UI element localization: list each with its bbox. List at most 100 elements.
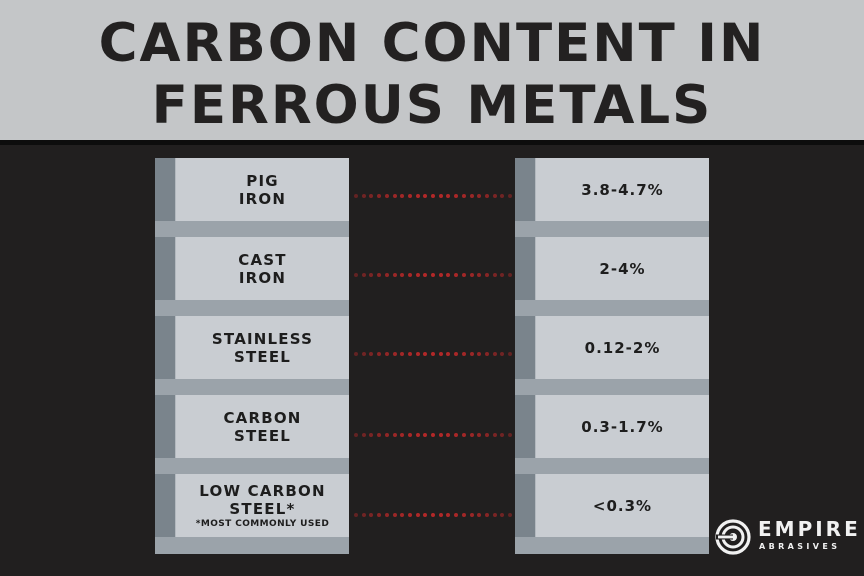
connector-dot [354, 352, 358, 356]
block-side [515, 474, 535, 554]
block-face: 0.3-1.7% [535, 395, 709, 458]
connector-dot [407, 513, 412, 517]
connector-dot [392, 194, 397, 198]
connector-dot [392, 433, 397, 437]
connector-dot [354, 194, 358, 198]
value-block-carbon-steel: 0.3-1.7% [515, 395, 709, 475]
connector-dot [484, 513, 489, 517]
carbon-value: <0.3% [592, 496, 653, 515]
connector-dot [446, 433, 451, 437]
connector-dot [407, 352, 412, 356]
logo-subtitle: ABRASIVES [759, 542, 841, 551]
footnote-most-common: *MOST COMMONLY USED [195, 518, 330, 529]
connector-dot [384, 433, 389, 437]
connector-dot [415, 513, 420, 517]
connector-dot [492, 433, 497, 437]
connector-dot [469, 513, 474, 517]
connector-dot [423, 513, 428, 517]
connector-dot [477, 273, 482, 277]
block-base [515, 458, 709, 475]
connector-dot [508, 273, 512, 277]
connector-dot [446, 194, 451, 198]
connector-dot [438, 194, 443, 198]
connector-dot [508, 194, 512, 198]
connector-dot [492, 352, 497, 356]
connector-dot [438, 433, 443, 437]
block-base [155, 221, 349, 238]
connector-dot [454, 273, 459, 277]
connector-dot [400, 194, 405, 198]
connector-dot [377, 433, 382, 437]
connector-dot [484, 194, 489, 198]
connector-dot [369, 194, 374, 198]
connector-dot [415, 273, 420, 277]
connector-dot [446, 352, 451, 356]
carbon-value: 2-4% [599, 259, 646, 278]
connector-dot [384, 273, 389, 277]
block-base [515, 300, 709, 317]
connector-dot [423, 352, 428, 356]
connector-dot [461, 352, 466, 356]
connector-dot [377, 513, 382, 517]
connector-dot [407, 433, 412, 437]
connector-dot [431, 194, 435, 198]
value-block-cast-iron: 2-4% [515, 237, 709, 317]
connector-dot [477, 194, 482, 198]
connector-dot [461, 513, 466, 517]
connector-dot [438, 352, 443, 356]
page-title-line-2: FERROUS METALS [151, 75, 713, 136]
carbon-value: 0.3-1.7% [581, 417, 664, 436]
connector-dot [484, 273, 489, 277]
block-side [515, 316, 535, 396]
connector-dot [407, 194, 412, 198]
connector-dot [500, 433, 505, 437]
connector-dot [377, 352, 382, 356]
block-side [155, 395, 175, 475]
connector-dot [384, 352, 389, 356]
connector-dot [454, 194, 459, 198]
connector-dot [392, 352, 397, 356]
connector-dot [354, 433, 358, 437]
connector-dot [423, 273, 428, 277]
connector-dot [477, 513, 482, 517]
connector-dot [377, 194, 382, 198]
carbon-value: 3.8-4.7% [581, 180, 664, 199]
connector-dot [508, 433, 512, 437]
value-block-stainless-steel: 0.12-2% [515, 316, 709, 396]
metal-block-cast-iron: CAST IRON [155, 237, 349, 317]
connector-dot [431, 273, 435, 277]
connector-dot [500, 513, 505, 517]
connector-dot [469, 433, 474, 437]
block-face: CAST IRON [175, 237, 349, 300]
connector-dot [377, 273, 382, 277]
connector-dot [438, 273, 443, 277]
connector-dot [492, 513, 497, 517]
connector-dot [354, 273, 358, 277]
value-block-pig-iron: 3.8-4.7% [515, 158, 709, 238]
connector-dot [415, 433, 420, 437]
connector-dot [361, 513, 366, 517]
connector-dot [354, 513, 358, 517]
metal-name-line-2: IRON [238, 268, 287, 287]
block-base [155, 379, 349, 396]
connector-dot [369, 513, 374, 517]
connector-dot [508, 513, 512, 517]
connector-dot [461, 433, 466, 437]
connector-dot [369, 352, 374, 356]
connector-dot [454, 433, 459, 437]
block-base [155, 458, 349, 475]
value-block-low-carbon-steel: <0.3% [515, 474, 709, 554]
connector-dot [407, 273, 412, 277]
block-base [155, 300, 349, 317]
connector-dot [500, 273, 505, 277]
block-face: 0.12-2% [535, 316, 709, 379]
connector-dot [400, 513, 405, 517]
connector-dot [500, 194, 505, 198]
connector-dot [469, 194, 474, 198]
connector-dot [415, 194, 420, 198]
metal-block-low-carbon-steel: LOW CARBON STEEL* *MOST COMMONLY USED [155, 474, 349, 554]
connector-dot [454, 513, 459, 517]
connector-dot [469, 352, 474, 356]
connector-dot [484, 352, 489, 356]
connector-dot [400, 273, 405, 277]
